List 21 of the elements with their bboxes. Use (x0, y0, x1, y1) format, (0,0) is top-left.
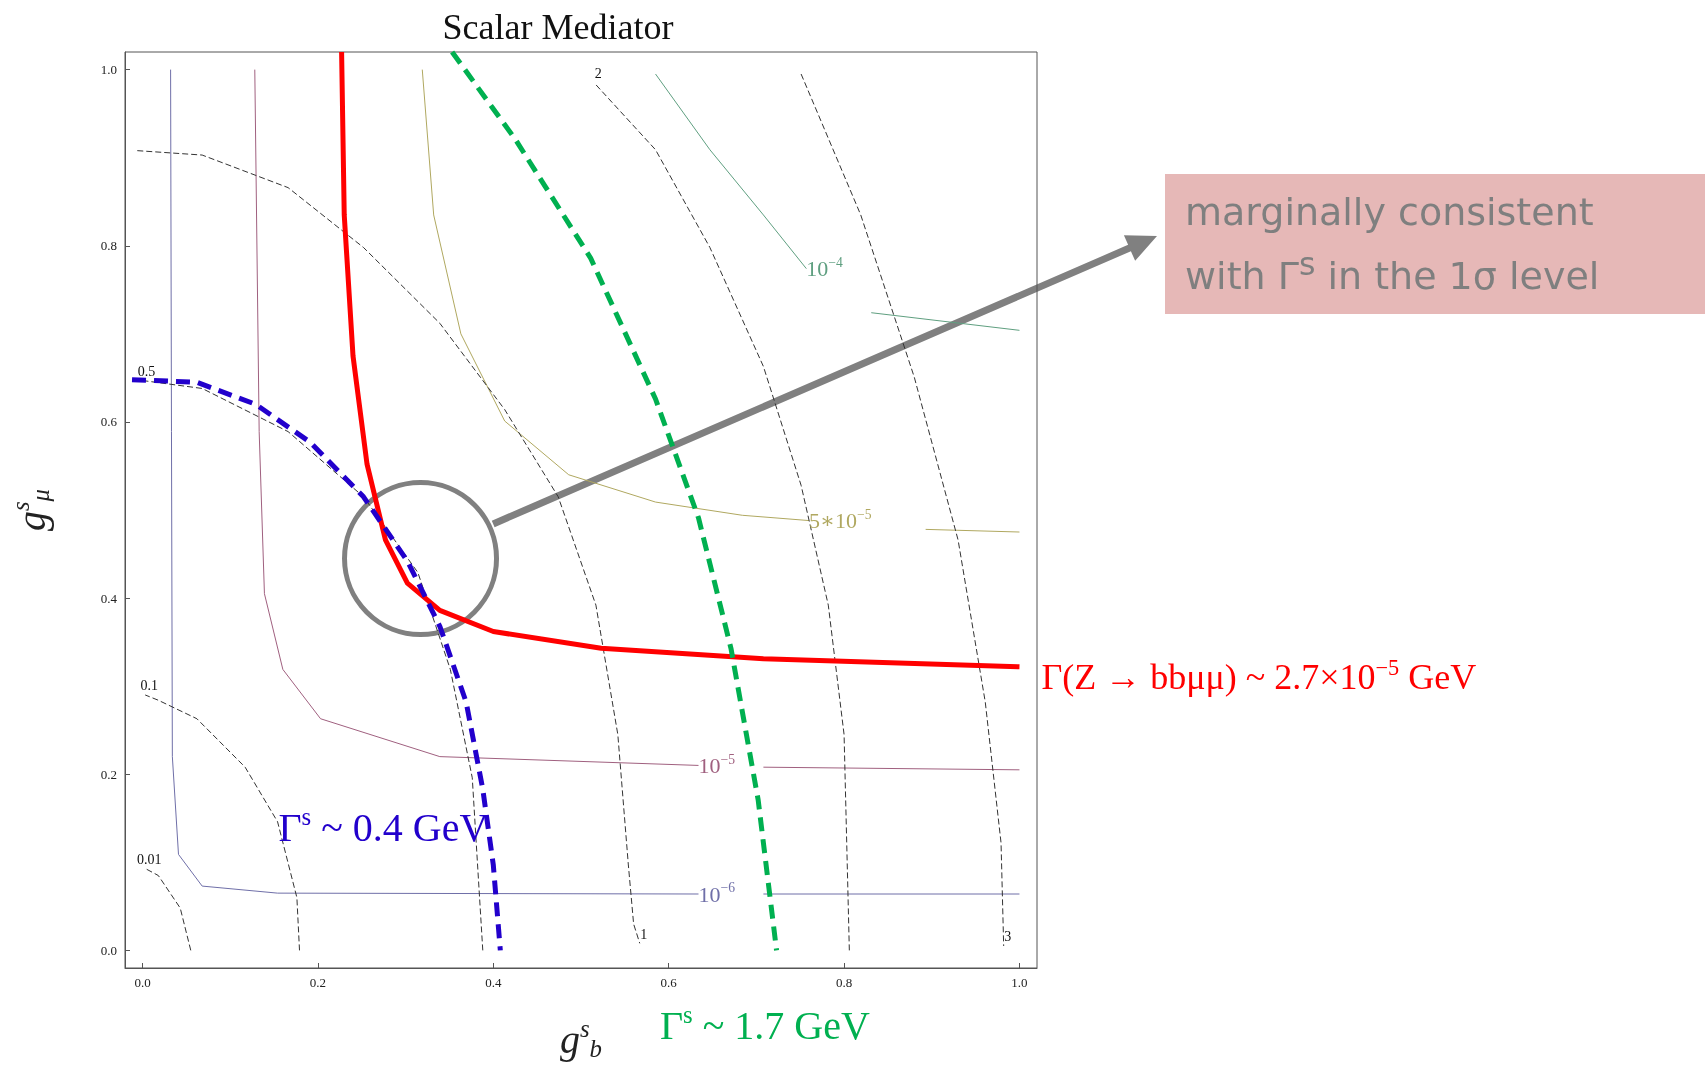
series-label: 3 (1004, 929, 1012, 945)
y-tick-label: 0.2 (100, 766, 117, 782)
x-tick-label: 0.8 (835, 975, 853, 990)
x-tick-label: 0.2 (309, 975, 327, 990)
series-label: 0.01 (136, 851, 162, 867)
text: marginally consistent with Γ$^{s}$ in the 1σ level (1165, 174, 1705, 314)
y-tick-label: 1.0 (100, 62, 117, 78)
x-tick-label: 0.6 (660, 975, 678, 990)
series-label: 2 (594, 66, 602, 82)
series-label: 0.1 (140, 678, 158, 694)
x-tick-label: 1.0 (1011, 975, 1028, 990)
y-tick-label: 0.0 (100, 942, 117, 958)
y-tick-label: 0.8 (100, 238, 117, 254)
x-tick-label: 0.0 (134, 975, 151, 990)
series-label: 0.5 (137, 364, 156, 380)
y-tick-label: 0.4 (100, 590, 118, 606)
chart-title: Scalar Mediator (442, 7, 674, 47)
x-tick-label: 0.4 (485, 975, 502, 990)
y-tick-label: 0.6 (100, 414, 118, 430)
y-axis-title: gsμ (7, 488, 54, 532)
series-label: 1 (640, 926, 648, 942)
